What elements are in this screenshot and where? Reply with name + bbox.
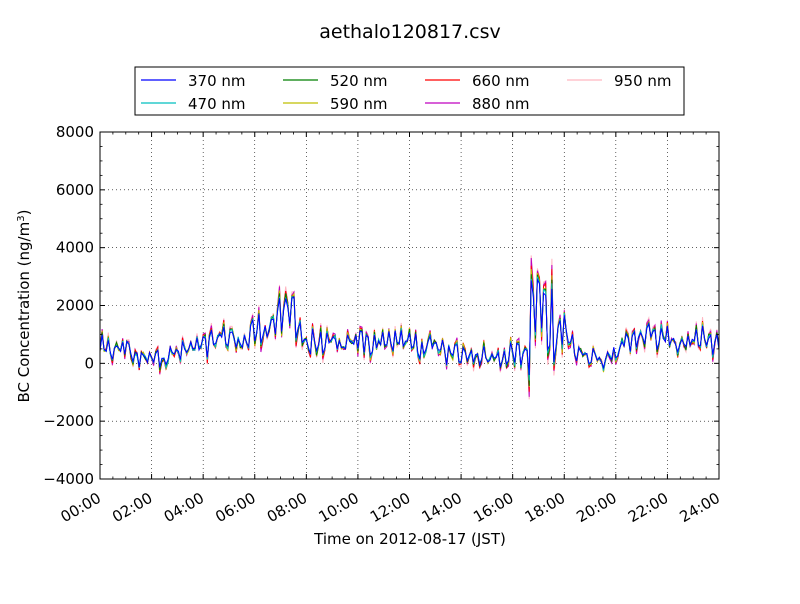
legend-label: 950 nm (614, 72, 672, 90)
y-tick-label: 0 (84, 354, 94, 372)
y-axis-label-main: BC Concentration (ng/m (15, 222, 33, 403)
y-tick-label: 8000 (56, 123, 94, 141)
x-tick-label: 04:00 (161, 489, 207, 526)
y-axis-label-superscript: 3 (16, 215, 27, 221)
x-tick-label: 02:00 (109, 489, 155, 526)
legend-label: 880 nm (472, 95, 530, 113)
x-tick-label: 00:00 (58, 489, 104, 526)
legend-label: 470 nm (188, 95, 246, 113)
x-tick-label: 16:00 (470, 489, 516, 526)
x-tick-label: 10:00 (315, 489, 361, 526)
series-line (99, 277, 720, 376)
x-axis-label: Time on 2012-08-17 (JST) (313, 530, 506, 548)
legend-label: 520 nm (330, 72, 388, 90)
y-tick-label: −4000 (43, 470, 94, 488)
x-tick-label: 22:00 (625, 489, 671, 526)
x-tick-label: 14:00 (419, 489, 465, 526)
y-tick-label: −2000 (43, 412, 94, 430)
legend: 370 nm 470 nm 520 nm 590 nm 660 nm 880 nm 950 … (134, 66, 685, 116)
legend-label: 660 nm (472, 72, 530, 90)
x-tick-label: 06:00 (212, 489, 258, 526)
legend-label: 590 nm (330, 95, 388, 113)
x-tick-label: 08:00 (264, 489, 310, 526)
y-axis-label-end: ) (15, 210, 33, 216)
legend-frame (134, 66, 685, 116)
chart-title: aethalo120817.csv (319, 21, 501, 43)
y-axis-label: BC Concentration (ng/m3) (15, 210, 33, 403)
y-tick-label: 2000 (56, 297, 94, 315)
series-layer (99, 255, 720, 400)
x-tick-label: 18:00 (522, 489, 568, 526)
x-tick-label: 12:00 (367, 489, 413, 526)
x-tick-label: 24:00 (677, 489, 723, 526)
y-tick-label: 4000 (56, 239, 94, 257)
legend-label: 370 nm (188, 72, 246, 90)
y-tick-label: 6000 (56, 181, 94, 199)
x-tick-label: 20:00 (573, 489, 619, 526)
plot-background (100, 132, 719, 479)
